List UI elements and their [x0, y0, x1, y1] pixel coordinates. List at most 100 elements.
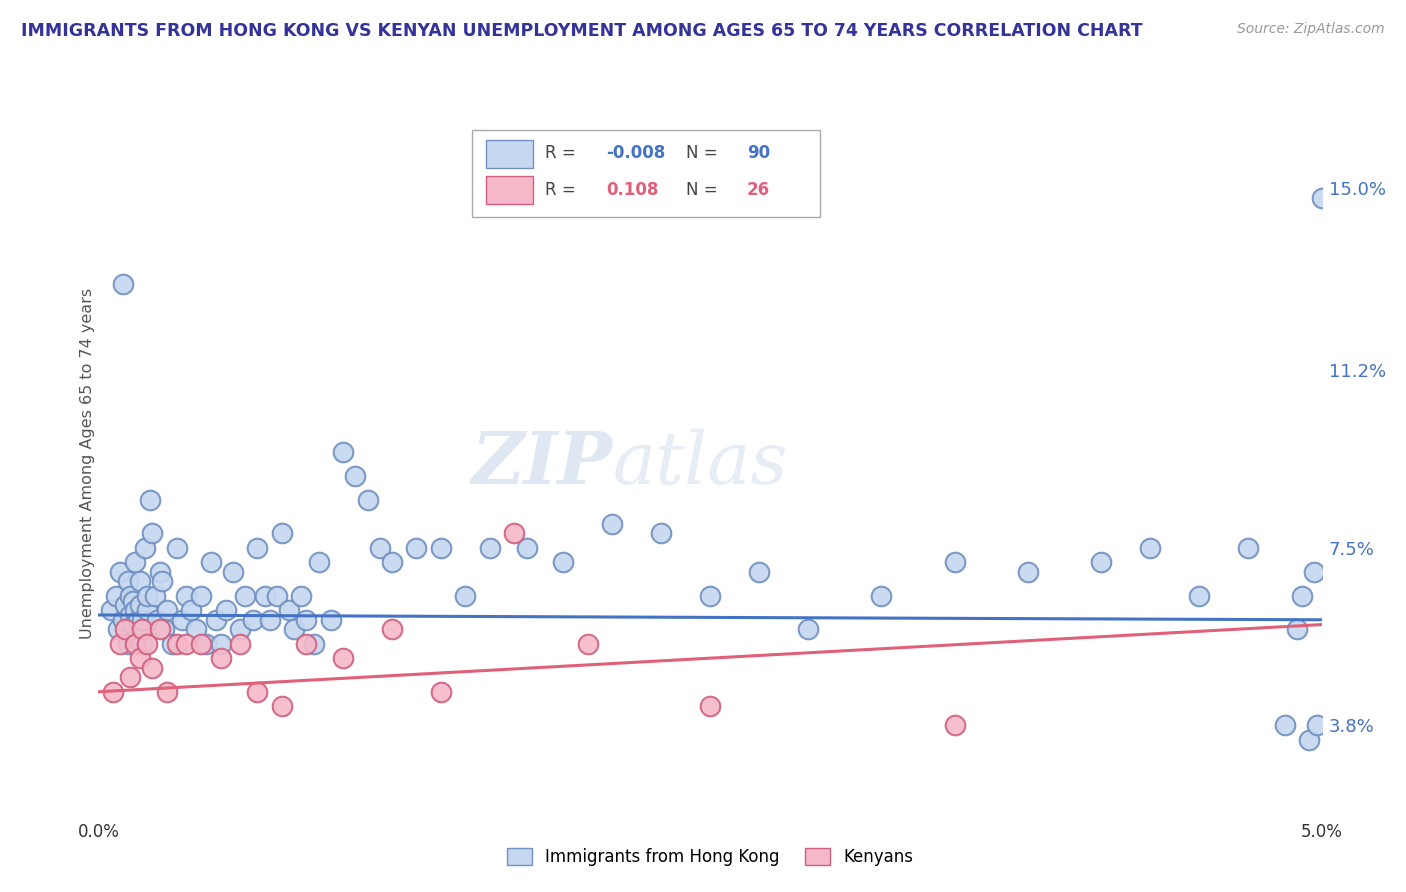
- Text: IMMIGRANTS FROM HONG KONG VS KENYAN UNEMPLOYMENT AMONG AGES 65 TO 74 YEARS CORRE: IMMIGRANTS FROM HONG KONG VS KENYAN UNEM…: [21, 22, 1143, 40]
- Point: [295, 613, 318, 627]
- Point: [114, 599, 136, 613]
- Legend: Immigrants from Hong Kong, Kenyans: Immigrants from Hong Kong, Kenyans: [501, 841, 920, 873]
- Point: [101, 685, 124, 699]
- Point: [146, 613, 169, 627]
- Point: [200, 555, 222, 569]
- Point: [576, 637, 599, 651]
- FancyBboxPatch shape: [471, 130, 820, 217]
- Point: [356, 492, 378, 507]
- Point: [553, 555, 575, 569]
- Point: [229, 637, 252, 651]
- Point: [141, 526, 163, 541]
- Text: atlas: atlas: [612, 428, 787, 500]
- Text: 0.108: 0.108: [606, 181, 658, 200]
- Point: [205, 613, 228, 627]
- Point: [650, 526, 672, 541]
- Point: [405, 541, 427, 555]
- Point: [1090, 555, 1112, 569]
- Point: [209, 637, 232, 651]
- Point: [127, 613, 149, 627]
- Point: [129, 574, 152, 589]
- Point: [214, 603, 236, 617]
- Point: [246, 685, 269, 699]
- Point: [195, 637, 218, 651]
- Point: [100, 603, 122, 617]
- Point: [344, 468, 367, 483]
- Point: [124, 603, 146, 617]
- Point: [229, 623, 252, 637]
- Point: [1298, 732, 1320, 747]
- Point: [295, 637, 318, 651]
- Point: [516, 541, 538, 555]
- Point: [270, 699, 294, 714]
- Point: [290, 589, 312, 603]
- Point: [110, 637, 132, 651]
- Y-axis label: Unemployment Among Ages 65 to 74 years: Unemployment Among Ages 65 to 74 years: [80, 288, 94, 640]
- Text: R =: R =: [546, 144, 581, 161]
- Point: [180, 603, 202, 617]
- Point: [1139, 541, 1161, 555]
- Text: ZIP: ZIP: [471, 428, 612, 500]
- Point: [156, 685, 179, 699]
- Point: [242, 613, 264, 627]
- Point: [266, 589, 288, 603]
- Point: [186, 623, 208, 637]
- Point: [1188, 589, 1211, 603]
- Point: [368, 541, 391, 555]
- Point: [943, 555, 966, 569]
- Point: [302, 637, 325, 651]
- Point: [233, 589, 256, 603]
- Point: [143, 589, 166, 603]
- Text: 90: 90: [747, 144, 770, 161]
- Point: [222, 565, 245, 579]
- Point: [699, 589, 721, 603]
- Point: [503, 526, 526, 541]
- Point: [127, 627, 149, 641]
- Point: [153, 623, 176, 637]
- Point: [166, 637, 188, 651]
- Point: [131, 613, 153, 627]
- Point: [149, 623, 172, 637]
- Point: [209, 651, 232, 665]
- Point: [1274, 718, 1296, 732]
- Point: [120, 607, 142, 622]
- Point: [117, 637, 139, 651]
- Point: [136, 603, 159, 617]
- Text: Source: ZipAtlas.com: Source: ZipAtlas.com: [1237, 22, 1385, 37]
- Point: [117, 574, 139, 589]
- Point: [253, 589, 276, 603]
- Point: [134, 541, 156, 555]
- Point: [699, 699, 721, 714]
- Point: [111, 277, 134, 291]
- Point: [283, 623, 305, 637]
- Point: [1310, 190, 1333, 204]
- Point: [1017, 565, 1039, 579]
- Point: [1303, 565, 1326, 579]
- Point: [131, 637, 153, 651]
- Point: [104, 589, 127, 603]
- Point: [1237, 541, 1260, 555]
- Point: [748, 565, 770, 579]
- Point: [110, 565, 132, 579]
- Point: [149, 565, 172, 579]
- Point: [129, 651, 152, 665]
- Point: [478, 541, 501, 555]
- Point: [259, 613, 281, 627]
- Point: [160, 637, 183, 651]
- Text: -0.008: -0.008: [606, 144, 665, 161]
- Point: [136, 589, 159, 603]
- Point: [107, 623, 129, 637]
- Point: [124, 555, 146, 569]
- Text: N =: N =: [686, 181, 723, 200]
- Point: [943, 718, 966, 732]
- Point: [278, 603, 301, 617]
- Text: 26: 26: [747, 181, 770, 200]
- Bar: [486, 140, 533, 169]
- Point: [131, 623, 153, 637]
- Point: [270, 526, 294, 541]
- Point: [246, 541, 269, 555]
- Point: [600, 516, 623, 531]
- Point: [1306, 718, 1329, 732]
- Point: [454, 589, 477, 603]
- Point: [381, 623, 404, 637]
